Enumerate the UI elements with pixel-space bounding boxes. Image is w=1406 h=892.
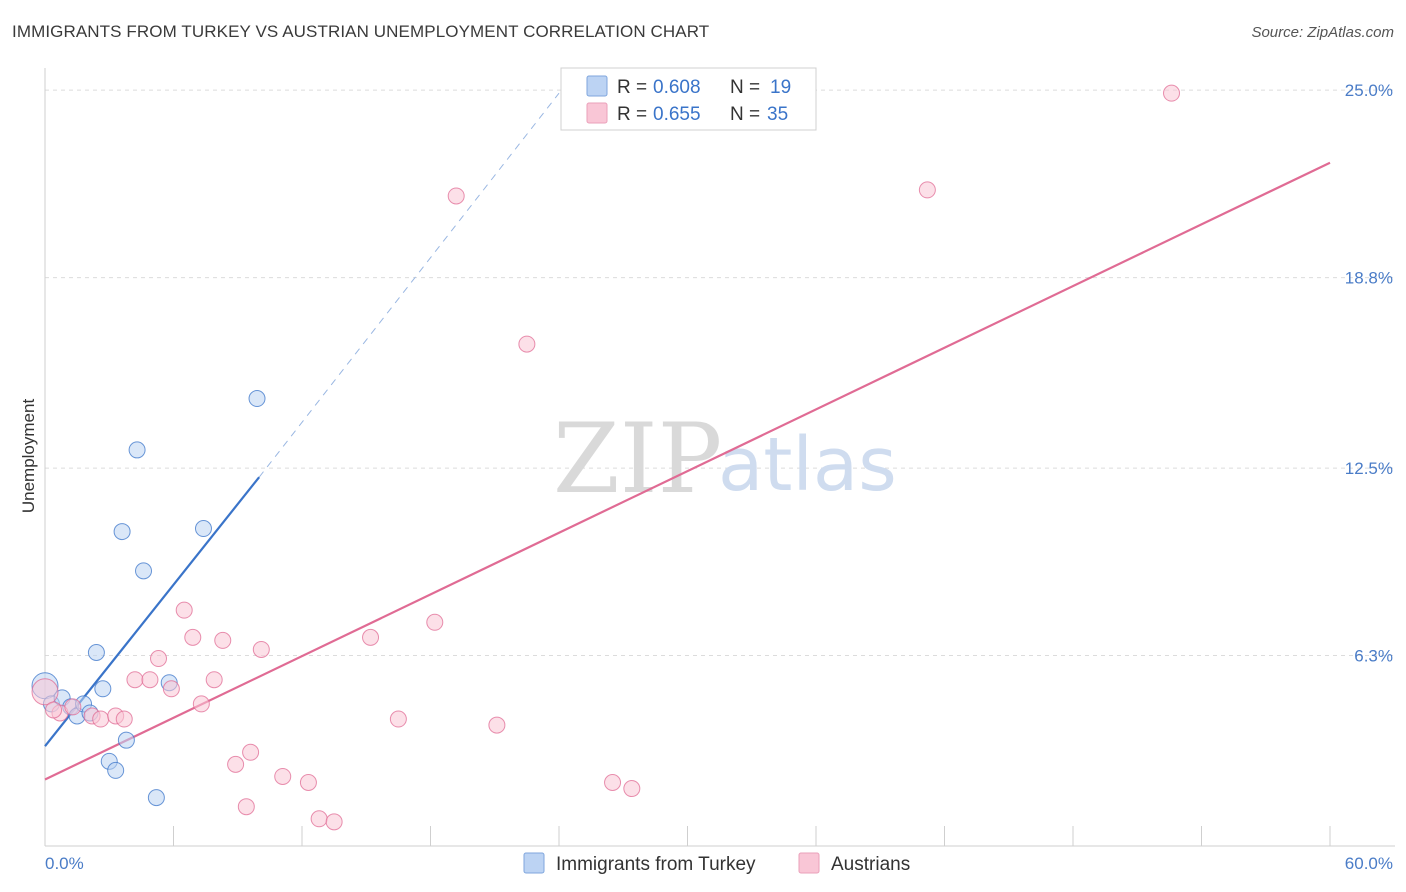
austrians-point-33 [1163,84,1181,102]
y-axis-label: Unemployment [19,399,38,514]
bottom-legend-label-turkey: Immigrants from Turkey [556,854,756,875]
austrians-point-28 [488,716,506,734]
bottom-legend-label-austrians: Austrians [831,854,910,875]
y-tick-label: 6.3% [1354,647,1393,666]
legend-n-label: N = [730,77,760,98]
austrians-point-34 [45,701,63,719]
legend-swatch-austrians [586,102,608,124]
austrians-point-29 [518,335,536,353]
axes [44,68,1395,847]
turkey-point-13 [128,441,146,459]
legend-swatch-turkey [586,75,608,97]
austrians-point-6 [115,710,133,728]
austrians-point-31 [623,780,641,798]
turkey-point-11 [113,523,131,541]
austrians-point-13 [192,695,210,713]
austrians-point-27 [447,187,465,205]
austrians-point-4 [92,710,110,728]
source-label: Source: ZipAtlas.com [1251,24,1394,41]
turkey-point-12 [117,731,135,749]
x-tick-label-max: 60.0% [1345,854,1393,873]
chart-title: IMMIGRANTS FROM TURKEY VS AUSTRIAN UNEMP… [12,22,710,41]
austrians-point-23 [325,813,343,831]
legend-n-value: 35 [767,104,788,125]
turkey-point-17 [194,520,212,538]
austrians-point-25 [389,710,407,728]
trend-line-extension-0 [258,92,560,478]
turkey-point-14 [135,562,153,580]
austrians-point-7 [126,671,144,689]
grid-lines [45,89,1395,657]
data-points [31,84,1181,831]
watermark-atlas: atlas [718,422,897,508]
austrians-point-9 [150,650,168,668]
austrians-point-19 [252,640,270,658]
legend-r-value: 0.655 [653,104,701,125]
legend-row-turkey: R = 0.608 N = 19 [586,75,791,98]
austrians-point-15 [214,631,232,649]
legend-r-label: R = [617,104,647,125]
austrians-point-8 [141,671,159,689]
x-tick-labels: 0.0% 60.0% [45,854,1393,873]
legend-row-austrians: R = 0.655 N = 35 [586,102,788,125]
austrians-point-12 [184,628,202,646]
austrians-point-2 [64,698,82,716]
y-tick-label: 18.8% [1345,269,1393,288]
watermark: ZIP atlas [553,403,897,515]
legend-n-value: 19 [770,77,791,98]
y-tick-labels: 6.3% 12.5% 18.8% 25.0% [1345,81,1393,665]
y-tick-label: 12.5% [1345,459,1393,478]
austrians-point-22 [310,810,328,828]
legend: R = 0.608 N = 19 R = 0.655 N = 35 [560,67,817,131]
turkey-point-15 [147,789,165,807]
austrians-point-26 [426,613,444,631]
austrians-point-21 [299,774,317,792]
bottom-legend-swatch-austrians [798,852,820,874]
austrians-point-0 [31,678,59,706]
bottom-legend-swatch-turkey [523,852,545,874]
bottom-legend: Immigrants from Turkey Austrians [523,852,910,875]
austrians-point-20 [274,767,292,785]
austrians-point-11 [175,601,193,619]
y-tick-label: 25.0% [1345,81,1393,100]
turkey-point-7 [87,644,105,661]
austrians-point-14 [205,671,223,689]
austrians-point-30 [604,774,622,792]
trend-line-1 [44,161,1331,781]
turkey-point-18 [248,390,266,408]
austrians-point-10 [162,680,180,698]
legend-r-value: 0.608 [653,77,701,98]
austrians-point-18 [242,743,260,761]
legend-r-label: R = [617,77,647,98]
turkey-point-8 [94,680,112,698]
austrians-point-32 [918,181,936,199]
austrians-point-16 [227,755,245,773]
x-tick-label-min: 0.0% [45,854,84,873]
legend-n-label: N = [730,104,760,125]
turkey-point-10 [107,761,125,779]
austrians-point-17 [237,798,255,816]
watermark-zip: ZIP [553,403,722,515]
austrians-point-24 [362,628,380,646]
